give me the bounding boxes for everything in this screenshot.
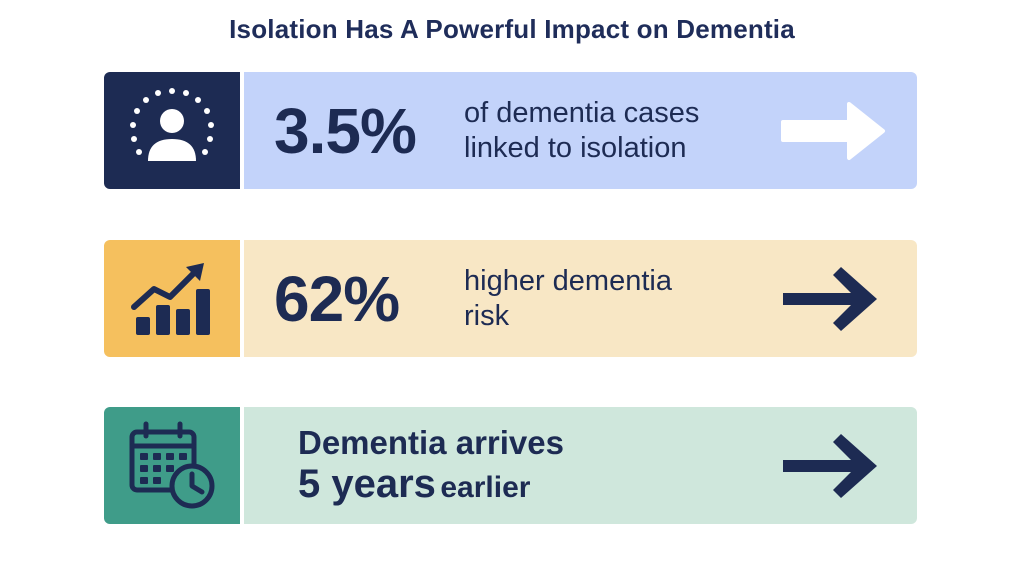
card-icon-panel (104, 72, 244, 189)
stat-years: 5 years (298, 462, 436, 507)
stat-desc-line2: linked to isolation (464, 131, 687, 164)
stat-card-higher-risk: 62% higher dementia risk (104, 240, 917, 357)
person-icon (130, 87, 214, 161)
stat-line1: Dementia arrives (298, 423, 564, 461)
stat-description: higher dementia risk (464, 264, 672, 334)
stat-earlier: earlier (440, 471, 531, 505)
stat-number: 62% (274, 262, 400, 335)
stat-desc-line2: risk (464, 299, 510, 332)
arrow-right-icon (783, 266, 877, 331)
page-title: Isolation Has A Powerful Impact on Demen… (229, 14, 795, 44)
stat-desc-line1: higher dementia (464, 264, 672, 297)
arrow-right-icon (781, 101, 885, 160)
card-icon-panel (104, 407, 244, 524)
card-body: Dementia arrives 5 years earlier (244, 407, 917, 524)
calendar-clock-icon (129, 421, 215, 508)
stat-card-earlier-onset: Dementia arrives 5 years earlier (104, 407, 917, 524)
stat-line2: 5 years earlier (298, 461, 564, 507)
card-icon-panel (104, 240, 244, 357)
stat-paragraph: Dementia arrives 5 years earlier (298, 424, 564, 508)
card-body: 62% higher dementia risk (244, 240, 917, 357)
stat-desc-line1: of dementia cases (464, 96, 700, 129)
arrow-right-icon (783, 433, 877, 498)
bar-chart-trend-icon (131, 262, 210, 335)
card-body: 3.5% of dementia cases linked to isolati… (244, 72, 917, 189)
stat-card-isolation-cases: 3.5% of dementia cases linked to isolati… (104, 72, 917, 189)
stat-number: 3.5% (274, 94, 417, 167)
stat-description: of dementia cases linked to isolation (464, 96, 699, 166)
